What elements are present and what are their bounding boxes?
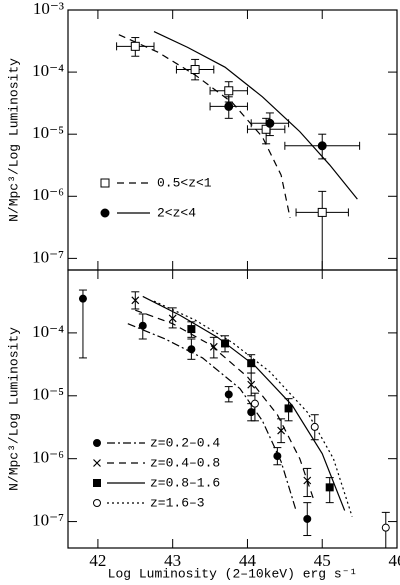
model-curve: [153, 30, 358, 200]
x-tick-label: 45: [314, 551, 331, 570]
plot-frame: [67, 269, 398, 549]
x-tick-label: 42: [89, 551, 106, 570]
y-tick-label: 10⁻⁷: [32, 510, 64, 529]
y-tick-label: 10⁻⁴: [32, 61, 64, 80]
marker: [381, 523, 390, 532]
legend-label: z=0.8–1.6: [150, 475, 220, 490]
marker: [277, 426, 286, 435]
marker: [250, 399, 259, 408]
legend-marker: [93, 459, 101, 467]
legend-marker: [93, 479, 101, 487]
legend-marker: [93, 439, 101, 447]
legend-label: z=1.6–3: [150, 495, 205, 510]
x-tick-label: 44: [239, 551, 257, 570]
legend-marker: [93, 499, 101, 507]
model-curve: [118, 34, 291, 218]
legend-label: 2<z<4: [157, 205, 196, 220]
marker: [130, 41, 140, 51]
marker: [224, 86, 234, 96]
marker: [247, 408, 256, 417]
marker: [187, 345, 196, 354]
marker: [224, 101, 234, 111]
y-axis-label: N/Mpc³/Log Luminosity: [6, 58, 21, 222]
marker: [310, 422, 319, 431]
legend-label: z=0.2–0.4: [150, 435, 220, 450]
marker: [284, 404, 293, 413]
y-axis-label: N/Mpc³/Log Luminosity: [6, 327, 21, 491]
model-curve: [153, 300, 353, 517]
x-axis-label: Log Luminosity (2–10keV) erg s⁻¹: [108, 566, 358, 581]
legend-marker: [100, 208, 110, 218]
marker: [273, 452, 282, 461]
marker: [303, 514, 312, 523]
marker: [131, 296, 140, 305]
y-tick-label: 10⁻³: [33, 0, 64, 18]
legend-label: z=0.4–0.8: [150, 455, 220, 470]
marker: [78, 294, 87, 303]
y-tick-label: 10⁻⁶: [32, 448, 64, 467]
x-tick-label: 46: [389, 551, 400, 570]
marker: [224, 390, 233, 399]
y-tick-label: 10⁻⁵: [32, 123, 64, 142]
legend-marker: [100, 178, 110, 188]
marker: [187, 325, 196, 334]
y-tick-label: 10⁻⁶: [32, 185, 64, 204]
marker: [325, 483, 334, 492]
y-tick-label: 10⁻⁴: [32, 322, 64, 341]
marker: [247, 359, 256, 368]
marker: [209, 342, 218, 351]
marker: [168, 314, 177, 323]
marker: [138, 321, 147, 330]
marker: [265, 118, 275, 128]
marker: [317, 207, 327, 217]
model-curve: [127, 323, 297, 511]
marker: [221, 339, 230, 348]
marker: [247, 380, 256, 389]
marker: [303, 476, 312, 485]
legend-label: 0.5<z<1: [157, 175, 212, 190]
marker: [190, 65, 200, 75]
y-tick-label: 10⁻⁵: [32, 385, 64, 404]
y-tick-label: 10⁻⁷: [32, 247, 64, 266]
x-tick-label: 43: [164, 551, 181, 570]
plot-frame: [67, 9, 398, 271]
marker: [317, 141, 327, 151]
